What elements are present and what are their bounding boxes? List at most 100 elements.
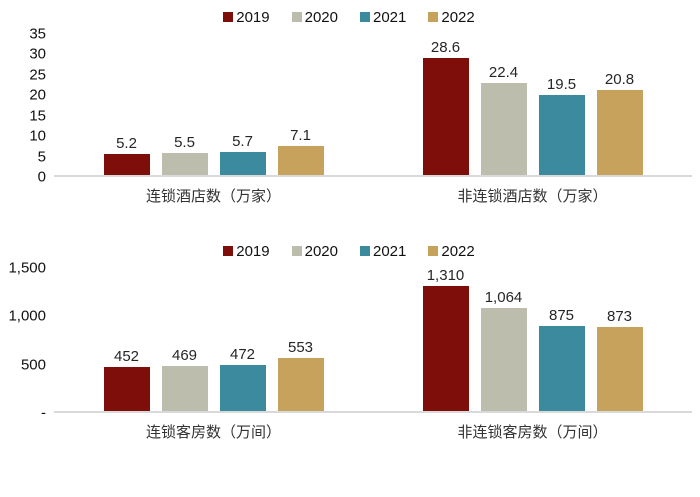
chart-legend: 2019 2020 2021 2022 bbox=[6, 6, 692, 28]
legend-item: 2019 bbox=[223, 242, 270, 260]
category-label: 非连锁酒店数（万家） bbox=[457, 188, 608, 205]
y-axis-tick: - bbox=[41, 404, 46, 422]
bar-value-label: 22.4 bbox=[488, 64, 519, 81]
bar-value-label: 20.8 bbox=[604, 71, 635, 88]
y-axis-tick: 10 bbox=[29, 127, 46, 145]
legend-swatch-2019 bbox=[223, 246, 234, 256]
bar-2019 bbox=[103, 367, 150, 411]
plot-area: 5.2 5.5 5.7 7.1 28.6 22.4 19.5 20.8 bbox=[54, 34, 692, 177]
legend-swatch-2021 bbox=[360, 246, 370, 256]
y-axis: 1,500 1,000 500 - bbox=[6, 260, 54, 422]
bar-2022 bbox=[596, 327, 643, 411]
chart-body: 35 30 25 20 15 10 5 0 5.2 5.5 5.7 7.1 28.6 22.4 19.5 20… bbox=[6, 26, 692, 186]
legend-item: 2021 bbox=[360, 243, 406, 260]
legend-item: 2022 bbox=[428, 9, 475, 26]
legend-swatch-2022 bbox=[428, 12, 439, 22]
legend-swatch-2022 bbox=[428, 246, 439, 256]
legend-label: 2020 bbox=[304, 8, 338, 26]
bar-wrap: 7.1 bbox=[277, 34, 324, 175]
legend-item: 2019 bbox=[223, 8, 270, 26]
bar-2022 bbox=[277, 146, 324, 175]
bar-value-label: 469 bbox=[171, 347, 198, 364]
bar-2021 bbox=[538, 95, 585, 175]
bar-2021 bbox=[219, 365, 266, 411]
bar-wrap: 553 bbox=[277, 268, 324, 411]
bar-2020 bbox=[161, 366, 208, 411]
legend-item: 2021 bbox=[360, 9, 406, 26]
chart-hotels: 2019 2020 2021 2022 35 30 25 20 15 10 5 0 5.2 5.5 5.7 7… bbox=[6, 6, 692, 206]
bar-wrap: 19.5 bbox=[538, 34, 585, 175]
legend-label: 2019 bbox=[236, 242, 270, 260]
y-axis-tick: 35 bbox=[29, 25, 46, 43]
bar-wrap: 469 bbox=[161, 268, 208, 411]
bar-wrap: 20.8 bbox=[596, 34, 643, 175]
legend-swatch-2019 bbox=[223, 12, 234, 22]
category-labels: 连锁客房数（万间） 非连锁客房数（万间） bbox=[54, 421, 692, 442]
bar-group: 1,310 1,064 875 873 bbox=[422, 267, 643, 411]
bar-value-label: 875 bbox=[548, 307, 575, 324]
legend-label: 2021 bbox=[373, 8, 407, 26]
plot-area: 452 469 472 553 1,310 1,064 875 873 bbox=[54, 268, 692, 413]
bar-2022 bbox=[277, 358, 324, 411]
bar-group: 452 469 472 553 bbox=[103, 268, 324, 411]
legend-label: 2022 bbox=[441, 242, 475, 260]
bar-value-label: 19.5 bbox=[546, 76, 577, 93]
bar-value-label: 5.5 bbox=[174, 134, 195, 151]
bar-value-label: 28.6 bbox=[430, 39, 461, 56]
bar-group: 5.2 5.5 5.7 7.1 bbox=[103, 34, 324, 175]
legend-item: 2020 bbox=[291, 242, 338, 260]
bar-wrap: 452 bbox=[103, 268, 150, 411]
chart-body: 1,500 1,000 500 - 452 469 472 553 1,310 1,064 875 8… bbox=[6, 260, 692, 422]
bar-value-label: 5.7 bbox=[232, 133, 253, 150]
category-label: 连锁酒店数（万家） bbox=[145, 188, 281, 205]
bar-wrap: 875 bbox=[538, 268, 585, 411]
category-row: 连锁客房数（万间） 非连锁客房数（万间） bbox=[6, 421, 692, 442]
bar-value-label: 452 bbox=[113, 348, 140, 365]
bar-value-label: 1,310 bbox=[426, 267, 465, 284]
y-axis-tick: 25 bbox=[29, 66, 46, 84]
category-label: 非连锁客房数（万间） bbox=[457, 424, 608, 441]
category-label: 连锁客房数（万间） bbox=[145, 424, 281, 441]
legend-label: 2020 bbox=[304, 242, 338, 260]
y-axis-tick: 30 bbox=[29, 45, 46, 63]
bar-2021 bbox=[219, 152, 266, 175]
y-axis-tick: 20 bbox=[29, 86, 46, 104]
legend-swatch-2020 bbox=[291, 12, 302, 22]
chart-rooms: 2019 2020 2021 2022 1,500 1,000 500 - 452 469 472 5… bbox=[6, 240, 692, 442]
bar-wrap: 5.7 bbox=[219, 34, 266, 175]
chart-legend: 2019 2020 2021 2022 bbox=[6, 240, 692, 262]
bar-group: 28.6 22.4 19.5 20.8 bbox=[422, 34, 643, 175]
bar-wrap: 5.5 bbox=[161, 34, 208, 175]
y-axis-tick: 0 bbox=[37, 168, 46, 186]
y-axis: 35 30 25 20 15 10 5 0 bbox=[6, 26, 54, 186]
legend-label: 2019 bbox=[236, 8, 270, 26]
bar-wrap: 28.6 bbox=[422, 34, 469, 175]
bar-wrap: 1,064 bbox=[480, 268, 527, 411]
category-spacer bbox=[6, 185, 54, 206]
legend-item: 2020 bbox=[291, 8, 338, 26]
y-axis-tick: 1,000 bbox=[8, 307, 46, 325]
bar-value-label: 472 bbox=[229, 346, 256, 363]
bar-2020 bbox=[161, 153, 208, 175]
y-axis-tick: 500 bbox=[20, 356, 46, 374]
bar-2019 bbox=[103, 154, 150, 175]
y-axis-tick: 1,500 bbox=[8, 259, 46, 277]
bar-wrap: 22.4 bbox=[480, 34, 527, 175]
y-axis-tick: 5 bbox=[37, 148, 46, 166]
bar-wrap: 1,310 bbox=[422, 267, 469, 411]
bar-wrap: 873 bbox=[596, 268, 643, 411]
y-axis-tick: 15 bbox=[29, 107, 46, 125]
bar-2019 bbox=[422, 286, 469, 411]
bar-value-label: 7.1 bbox=[290, 127, 311, 144]
bar-2020 bbox=[480, 308, 527, 411]
legend-label: 2021 bbox=[373, 242, 407, 260]
category-labels: 连锁酒店数（万家） 非连锁酒店数（万家） bbox=[54, 185, 692, 206]
bar-2022 bbox=[596, 90, 643, 175]
bar-2020 bbox=[480, 83, 527, 175]
bar-value-label: 1,064 bbox=[484, 289, 523, 306]
bar-wrap: 472 bbox=[219, 268, 266, 411]
legend-swatch-2020 bbox=[291, 246, 302, 256]
bar-2019 bbox=[422, 58, 469, 175]
bar-2021 bbox=[538, 326, 585, 411]
